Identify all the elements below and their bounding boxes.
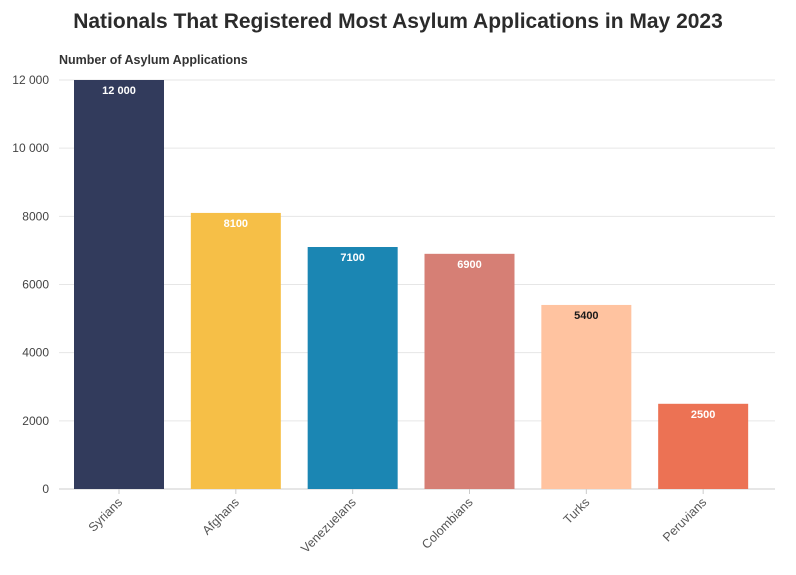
data-label: 6900 [457,259,481,271]
x-tick-label: Venezuelans [298,495,359,556]
data-label: 12 000 [102,85,136,97]
bar [424,253,515,489]
y-tick-label: 10 000 [12,141,49,155]
bar [74,80,164,489]
data-label: 8100 [224,218,248,230]
y-tick-label: 8000 [22,209,49,223]
data-label: 5400 [574,310,598,322]
bar [190,212,281,490]
x-tick-label: Turks [561,495,593,527]
y-axis-label: Number of Asylum Applications [59,53,248,67]
data-label: 2500 [691,409,715,421]
y-tick-label: 12 000 [12,73,49,87]
bar [541,304,632,489]
x-tick-label: Peruvians [660,495,709,544]
bar [658,403,749,489]
y-tick-label: 0 [42,482,49,496]
chart-title: Nationals That Registered Most Asylum Ap… [73,10,723,33]
y-tick-label: 6000 [22,278,49,292]
y-tick-label: 2000 [22,414,49,428]
x-tick-label: Syrians [86,495,125,534]
x-tick-label: Afghans [200,495,242,537]
bar [307,247,398,489]
x-tick-label: Colombians [419,495,476,552]
y-tick-label: 4000 [22,346,49,360]
data-label: 7100 [340,252,364,264]
